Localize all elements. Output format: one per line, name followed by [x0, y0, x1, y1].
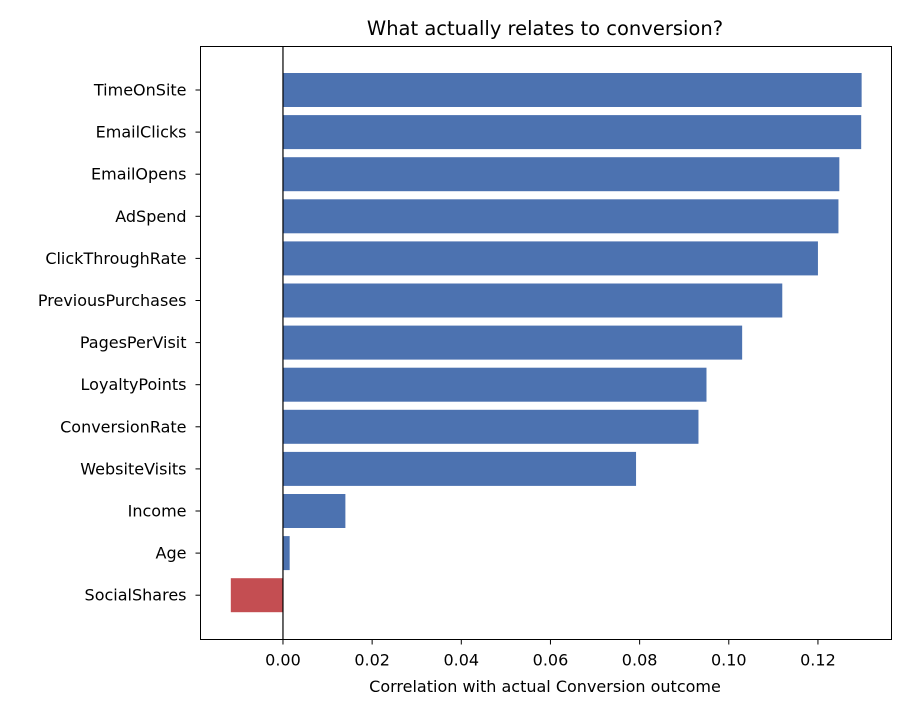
- chart-title: What actually relates to conversion?: [367, 17, 723, 40]
- x-tick-label: 0.10: [711, 651, 747, 670]
- bar-ConversionRate: [282, 409, 699, 444]
- y-tick-label: Age: [156, 544, 187, 563]
- bar-PagesPerVisit: [282, 325, 743, 360]
- bar-EmailClicks: [282, 115, 862, 150]
- y-tick-label: SocialShares: [85, 586, 187, 605]
- bar-PreviousPurchases: [282, 283, 783, 318]
- y-tick-label: EmailClicks: [96, 123, 187, 142]
- bar-ClickThroughRate: [282, 241, 818, 276]
- x-tick-label: 0.08: [622, 651, 658, 670]
- y-tick-label: TimeOnSite: [93, 81, 187, 100]
- y-tick-label: LoyaltyPoints: [81, 375, 187, 394]
- y-tick-label: WebsiteVisits: [80, 459, 186, 478]
- y-tick-label: PagesPerVisit: [80, 333, 187, 352]
- bar-Age: [282, 536, 290, 571]
- bar-Income: [282, 494, 346, 528]
- y-tick-label: AdSpend: [115, 207, 186, 226]
- x-tick-label: 0.04: [443, 651, 479, 670]
- x-tick-label: 0.06: [533, 651, 569, 670]
- x-tick-label: 0.02: [354, 651, 390, 670]
- y-tick-label: Income: [128, 502, 187, 521]
- x-axis-label: Correlation with actual Conversion outco…: [369, 677, 721, 696]
- bar-LoyaltyPoints: [282, 367, 707, 402]
- bar-WebsiteVisits: [282, 451, 637, 486]
- bar-TimeOnSite: [282, 73, 862, 107]
- x-tick-label: 0.00: [265, 651, 301, 670]
- y-tick-label: ClickThroughRate: [45, 249, 186, 268]
- bars-layer: [230, 73, 862, 613]
- bar-EmailOpens: [282, 157, 840, 192]
- bar-AdSpend: [282, 199, 839, 234]
- y-tick-label: PreviousPurchases: [38, 291, 187, 310]
- bar-SocialShares: [230, 578, 283, 613]
- y-axis: TimeOnSite EmailClicks EmailOpens AdSpend Cl…: [38, 81, 201, 605]
- x-axis: 0.00 0.02 0.04 0.06 0.08 0.10 0.12: [265, 639, 836, 670]
- y-tick-label: ConversionRate: [60, 417, 186, 436]
- y-tick-label: EmailOpens: [91, 165, 186, 184]
- x-tick-label: 0.12: [800, 651, 836, 670]
